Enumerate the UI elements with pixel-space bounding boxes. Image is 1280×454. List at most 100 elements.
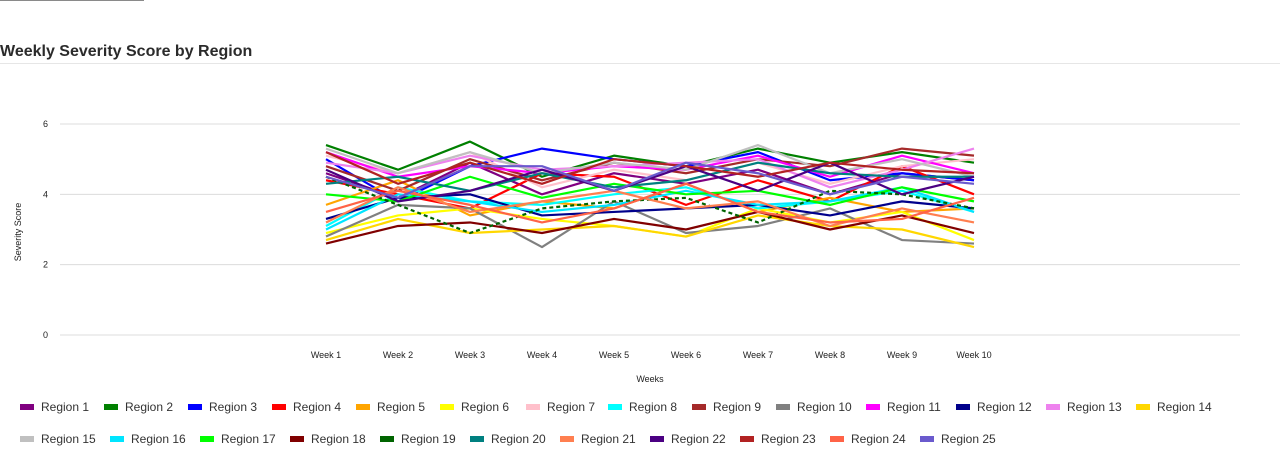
x-tick-label: Week 3	[455, 350, 485, 360]
legend-item[interactable]: Region 2	[104, 397, 173, 417]
legend-swatch	[110, 436, 124, 442]
x-tick-label: Week 4	[527, 350, 557, 360]
legend-label: Region 7	[547, 400, 596, 414]
legend-item[interactable]: Region 14	[1136, 397, 1212, 417]
legend-label: Region 5	[377, 400, 426, 414]
x-axis-label: Weeks	[636, 374, 664, 384]
legend-swatch	[776, 404, 790, 410]
series-line-region-20	[325, 161, 974, 192]
legend-swatch	[650, 436, 664, 442]
legend-item[interactable]: Region 19	[380, 429, 456, 449]
legend-label: Region 8	[629, 400, 678, 414]
legend-swatch	[188, 404, 202, 410]
legend-swatch	[608, 404, 622, 410]
legend-swatch	[440, 404, 454, 410]
legend-swatch	[866, 404, 880, 410]
legend-swatch	[380, 436, 394, 442]
y-tick-label: 6	[43, 119, 48, 129]
legend-swatch	[272, 404, 286, 410]
legend-swatch	[1046, 404, 1060, 410]
legend-item[interactable]: Region 9	[692, 397, 761, 417]
legend-label: Region 18	[311, 432, 366, 446]
legend-label: Region 25	[941, 432, 996, 446]
x-tick-label: Week 8	[815, 350, 845, 360]
legend-label: Region 6	[461, 400, 510, 414]
legend-label: Region 14	[1157, 400, 1212, 414]
legend-item[interactable]: Region 25	[920, 429, 996, 449]
legend-swatch	[1136, 404, 1150, 410]
legend-item[interactable]: Region 4	[272, 397, 341, 417]
legend-item[interactable]: Region 22	[650, 429, 726, 449]
legend-label: Region 9	[713, 400, 762, 414]
legend-swatch	[920, 436, 934, 442]
series-line-region-22	[325, 161, 975, 203]
legend-label: Region 16	[131, 432, 186, 446]
legend-label: Region 19	[401, 432, 456, 446]
legend-swatch	[20, 404, 34, 410]
series-line-region-18	[325, 210, 975, 245]
legend-label: Region 12	[977, 400, 1032, 414]
legend-label: Region 1	[41, 400, 90, 414]
legend-item[interactable]: Region 3	[188, 397, 257, 417]
legend-swatch	[956, 404, 970, 410]
chart-plot: 0 2 4 6 Week 1 Week 2 Week 3 Week 4 Week 5 Week 6…	[13, 119, 1240, 384]
legend-swatch	[830, 436, 844, 442]
legend-item[interactable]: Region 7	[526, 397, 595, 417]
series-line-region-21	[325, 186, 975, 228]
legend-item[interactable]: Region 8	[608, 397, 677, 417]
y-tick-label: 2	[43, 260, 48, 270]
legend-label: Region 21	[581, 432, 636, 446]
legend-swatch	[356, 404, 370, 410]
legend-item[interactable]: Region 11	[866, 397, 941, 417]
legend-item[interactable]: Region 6	[440, 397, 509, 417]
legend-item[interactable]: Region 10	[776, 397, 852, 417]
series-line-region-23	[325, 151, 975, 185]
title-divider	[0, 63, 1280, 64]
legend-item[interactable]: Region 1	[20, 397, 89, 417]
legend-item[interactable]: Region 18	[290, 429, 366, 449]
legend-item[interactable]: Region 15	[20, 429, 96, 449]
grid-layer	[60, 123, 1240, 336]
legend-label: Region 17	[221, 432, 276, 446]
x-tick-label: Week 5	[599, 350, 629, 360]
legend-label: Region 15	[41, 432, 96, 446]
y-axis-label: Severity Score	[13, 203, 23, 262]
legend-item[interactable]: Region 24	[830, 429, 906, 449]
legend-item[interactable]: Region 21	[560, 429, 636, 449]
x-tick-label: Week 6	[671, 350, 701, 360]
ticks-layer: 0 2 4 6 Week 1 Week 2 Week 3 Week 4 Week 5 Week 6…	[43, 119, 992, 360]
legend-label: Region 24	[851, 432, 906, 446]
legend-swatch	[692, 404, 706, 410]
legend-item[interactable]: Region 20	[470, 429, 546, 449]
legend-label: Region 22	[671, 432, 726, 446]
series-layer	[325, 140, 975, 249]
series-line-region-24	[325, 182, 975, 224]
series-line-region-25	[325, 161, 975, 199]
x-tick-label: Week 10	[956, 350, 991, 360]
legend-item[interactable]: Region 5	[356, 397, 425, 417]
x-tick-label: Week 2	[383, 350, 413, 360]
legend-label: Region 13	[1067, 400, 1122, 414]
x-tick-label: Week 9	[887, 350, 917, 360]
legend-swatch	[470, 436, 484, 442]
legend-item[interactable]: Region 13	[1046, 397, 1122, 417]
legend-swatch	[290, 436, 304, 442]
legend-swatch	[20, 436, 34, 442]
series-line-region-17	[325, 175, 975, 206]
legend-label: Region 3	[209, 400, 258, 414]
tab-indicator	[0, 0, 144, 1]
legend-item[interactable]: Region 16	[110, 429, 186, 449]
legend-swatch	[200, 436, 214, 442]
legend-label: Region 23	[761, 432, 816, 446]
chart-title: Weekly Severity Score by Region	[0, 43, 253, 60]
series-line-region-10	[325, 200, 975, 249]
legend-item[interactable]: Region 23	[740, 429, 816, 449]
legend-swatch	[104, 404, 118, 410]
series-line-region-14	[325, 214, 975, 249]
legend-label: Region 10	[797, 400, 852, 414]
legend-item[interactable]: Region 17	[200, 429, 276, 449]
y-tick-label: 0	[43, 330, 48, 340]
x-tick-label: Week 7	[743, 350, 773, 360]
legend-item[interactable]: Region 12	[956, 397, 1032, 417]
legend-swatch	[740, 436, 754, 442]
